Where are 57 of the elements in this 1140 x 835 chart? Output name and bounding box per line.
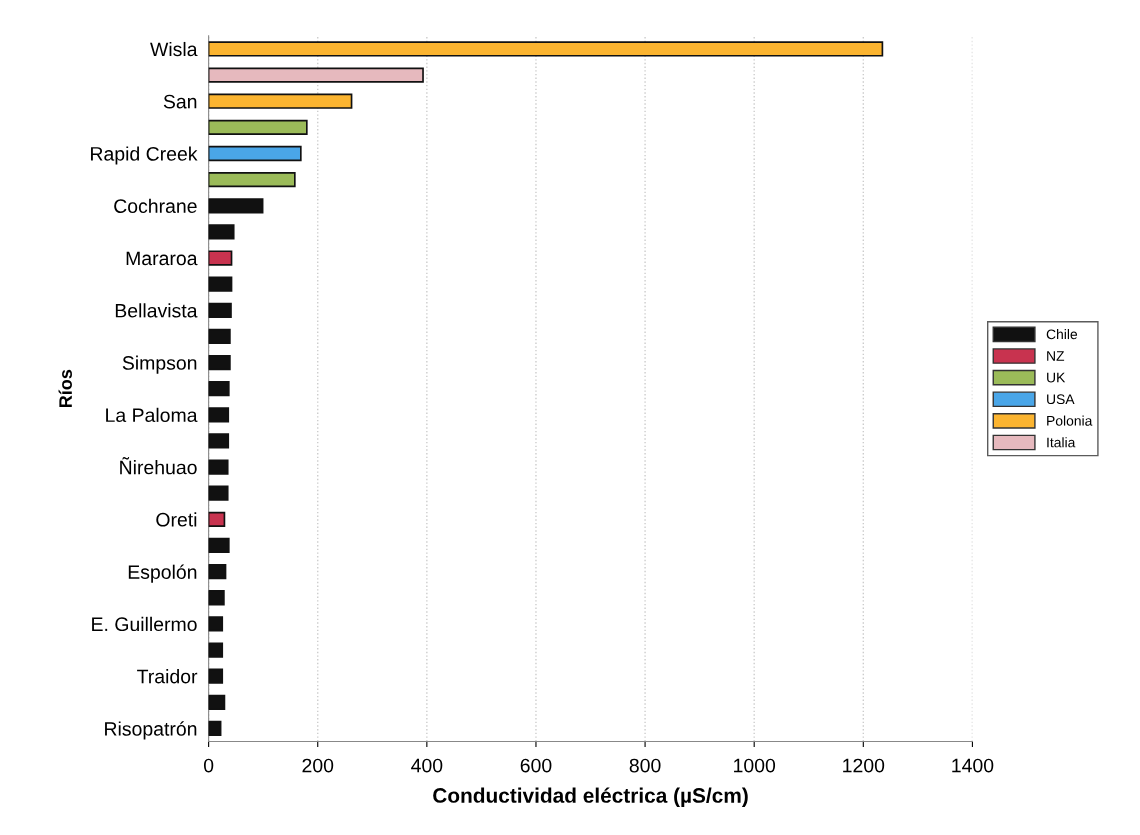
x-tick-label: 200 (302, 758, 334, 773)
y-tick-label: Espolón (128, 564, 197, 583)
x-tick-label: 600 (520, 758, 552, 773)
bar (208, 328, 231, 345)
x-tick-label: 0 (203, 758, 214, 773)
y-tick-label: Mararoa (126, 251, 198, 266)
x-tick-label: 1400 (952, 758, 994, 773)
bar (208, 563, 227, 580)
bar (208, 250, 233, 266)
y-tick-label: San (163, 94, 197, 109)
legend-label: Chile (1046, 329, 1078, 340)
x-tick-label: 1200 (843, 758, 885, 773)
y-tick-label: E. Guillermo (92, 616, 197, 632)
bar (208, 616, 224, 632)
bar (208, 119, 308, 135)
y-tick-label: Traidor (137, 669, 198, 684)
legend-label: NZ (1047, 351, 1065, 361)
bar (208, 433, 230, 449)
bar (208, 668, 224, 684)
bar (208, 694, 226, 710)
bar (208, 407, 230, 423)
y-tick-label: Cochrane (114, 198, 197, 213)
bar (208, 93, 353, 109)
legend-label: Italia (1047, 437, 1076, 448)
bar (208, 511, 226, 527)
bar (208, 145, 302, 162)
y-tick-label: Rapid Creek (91, 146, 198, 165)
y-tick-label: Wisla (150, 41, 198, 57)
y-tick-label: Ñirehuao (120, 457, 197, 475)
bar (208, 381, 230, 397)
bar (208, 276, 233, 292)
bar (208, 41, 884, 57)
bar (208, 459, 229, 475)
y-tick-label: Oreti (156, 512, 197, 527)
legend-label: UK (1047, 372, 1066, 383)
legend-label: USA (1047, 394, 1075, 405)
y-tick-label: Simpson (122, 355, 197, 374)
y-tick-label: Risopatrón (105, 721, 197, 740)
bar (208, 224, 235, 240)
y-axis-title: Ríos (58, 369, 72, 408)
y-tick-label: La Paloma (106, 407, 198, 423)
x-tick-label: 400 (411, 758, 443, 773)
bar (208, 198, 264, 214)
y-tick-label: Bellavista (115, 303, 198, 318)
bar (208, 720, 222, 737)
legend-label: Polonia (1047, 415, 1093, 426)
bar (208, 485, 229, 501)
bar (208, 67, 424, 83)
bar (208, 642, 224, 658)
x-tick-label: 800 (629, 758, 661, 773)
x-axis-title: Conductividad eléctrica (µS/cm) (433, 787, 748, 807)
x-tick-label: 1000 (734, 758, 776, 773)
bar (208, 172, 296, 188)
bar (208, 302, 232, 318)
bar (208, 354, 231, 371)
bar (208, 537, 230, 554)
bar (208, 590, 225, 606)
